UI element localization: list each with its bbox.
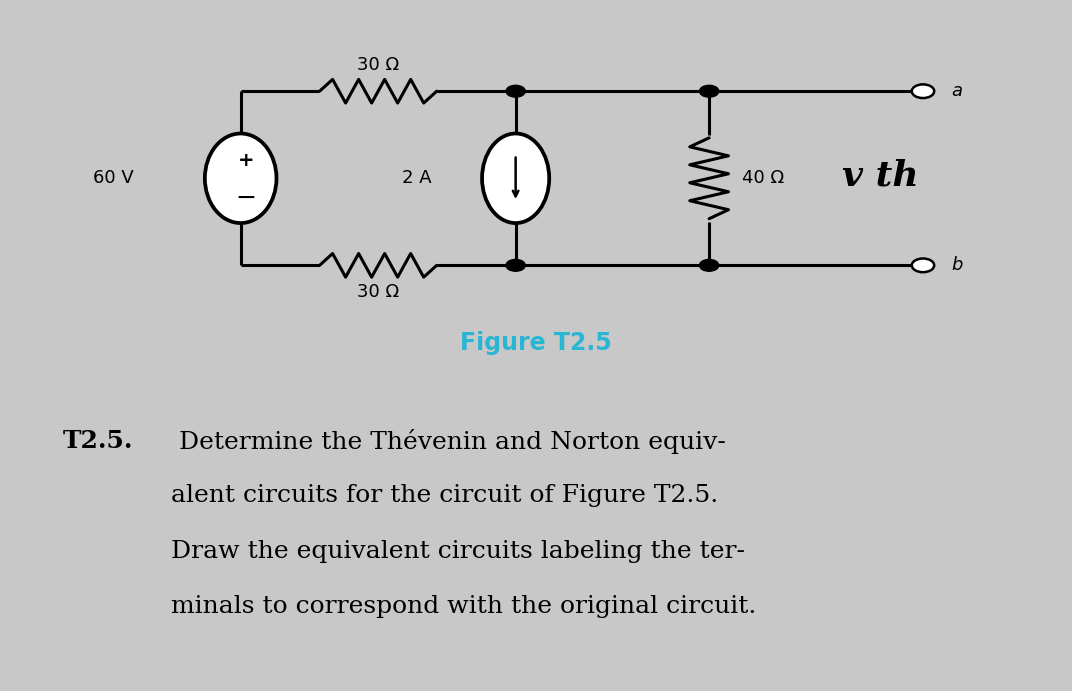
Text: +: +: [238, 151, 254, 171]
Text: a: a: [952, 82, 963, 100]
Text: minals to correspond with the original circuit.: minals to correspond with the original c…: [172, 595, 757, 618]
Ellipse shape: [205, 133, 277, 223]
Circle shape: [912, 84, 934, 98]
Text: 30 Ω: 30 Ω: [357, 56, 399, 74]
Text: −: −: [235, 186, 256, 210]
Circle shape: [699, 259, 719, 272]
Ellipse shape: [482, 133, 549, 223]
Circle shape: [506, 259, 525, 272]
Text: 60 V: 60 V: [93, 169, 134, 187]
Text: b: b: [952, 256, 963, 274]
Text: 40 Ω: 40 Ω: [742, 169, 784, 187]
Circle shape: [699, 85, 719, 97]
Circle shape: [912, 258, 934, 272]
Text: 30 Ω: 30 Ω: [357, 283, 399, 301]
Text: Draw the equivalent circuits labeling the ter-: Draw the equivalent circuits labeling th…: [172, 540, 745, 562]
Text: Figure T2.5: Figure T2.5: [460, 331, 612, 355]
Text: 2 A: 2 A: [402, 169, 432, 187]
Text: Determine the Thévenin and Norton equiv-: Determine the Thévenin and Norton equiv-: [172, 429, 727, 454]
Text: alent circuits for the circuit of Figure T2.5.: alent circuits for the circuit of Figure…: [172, 484, 718, 507]
Circle shape: [506, 85, 525, 97]
Text: v th: v th: [842, 158, 918, 192]
Text: T2.5.: T2.5.: [62, 429, 133, 453]
